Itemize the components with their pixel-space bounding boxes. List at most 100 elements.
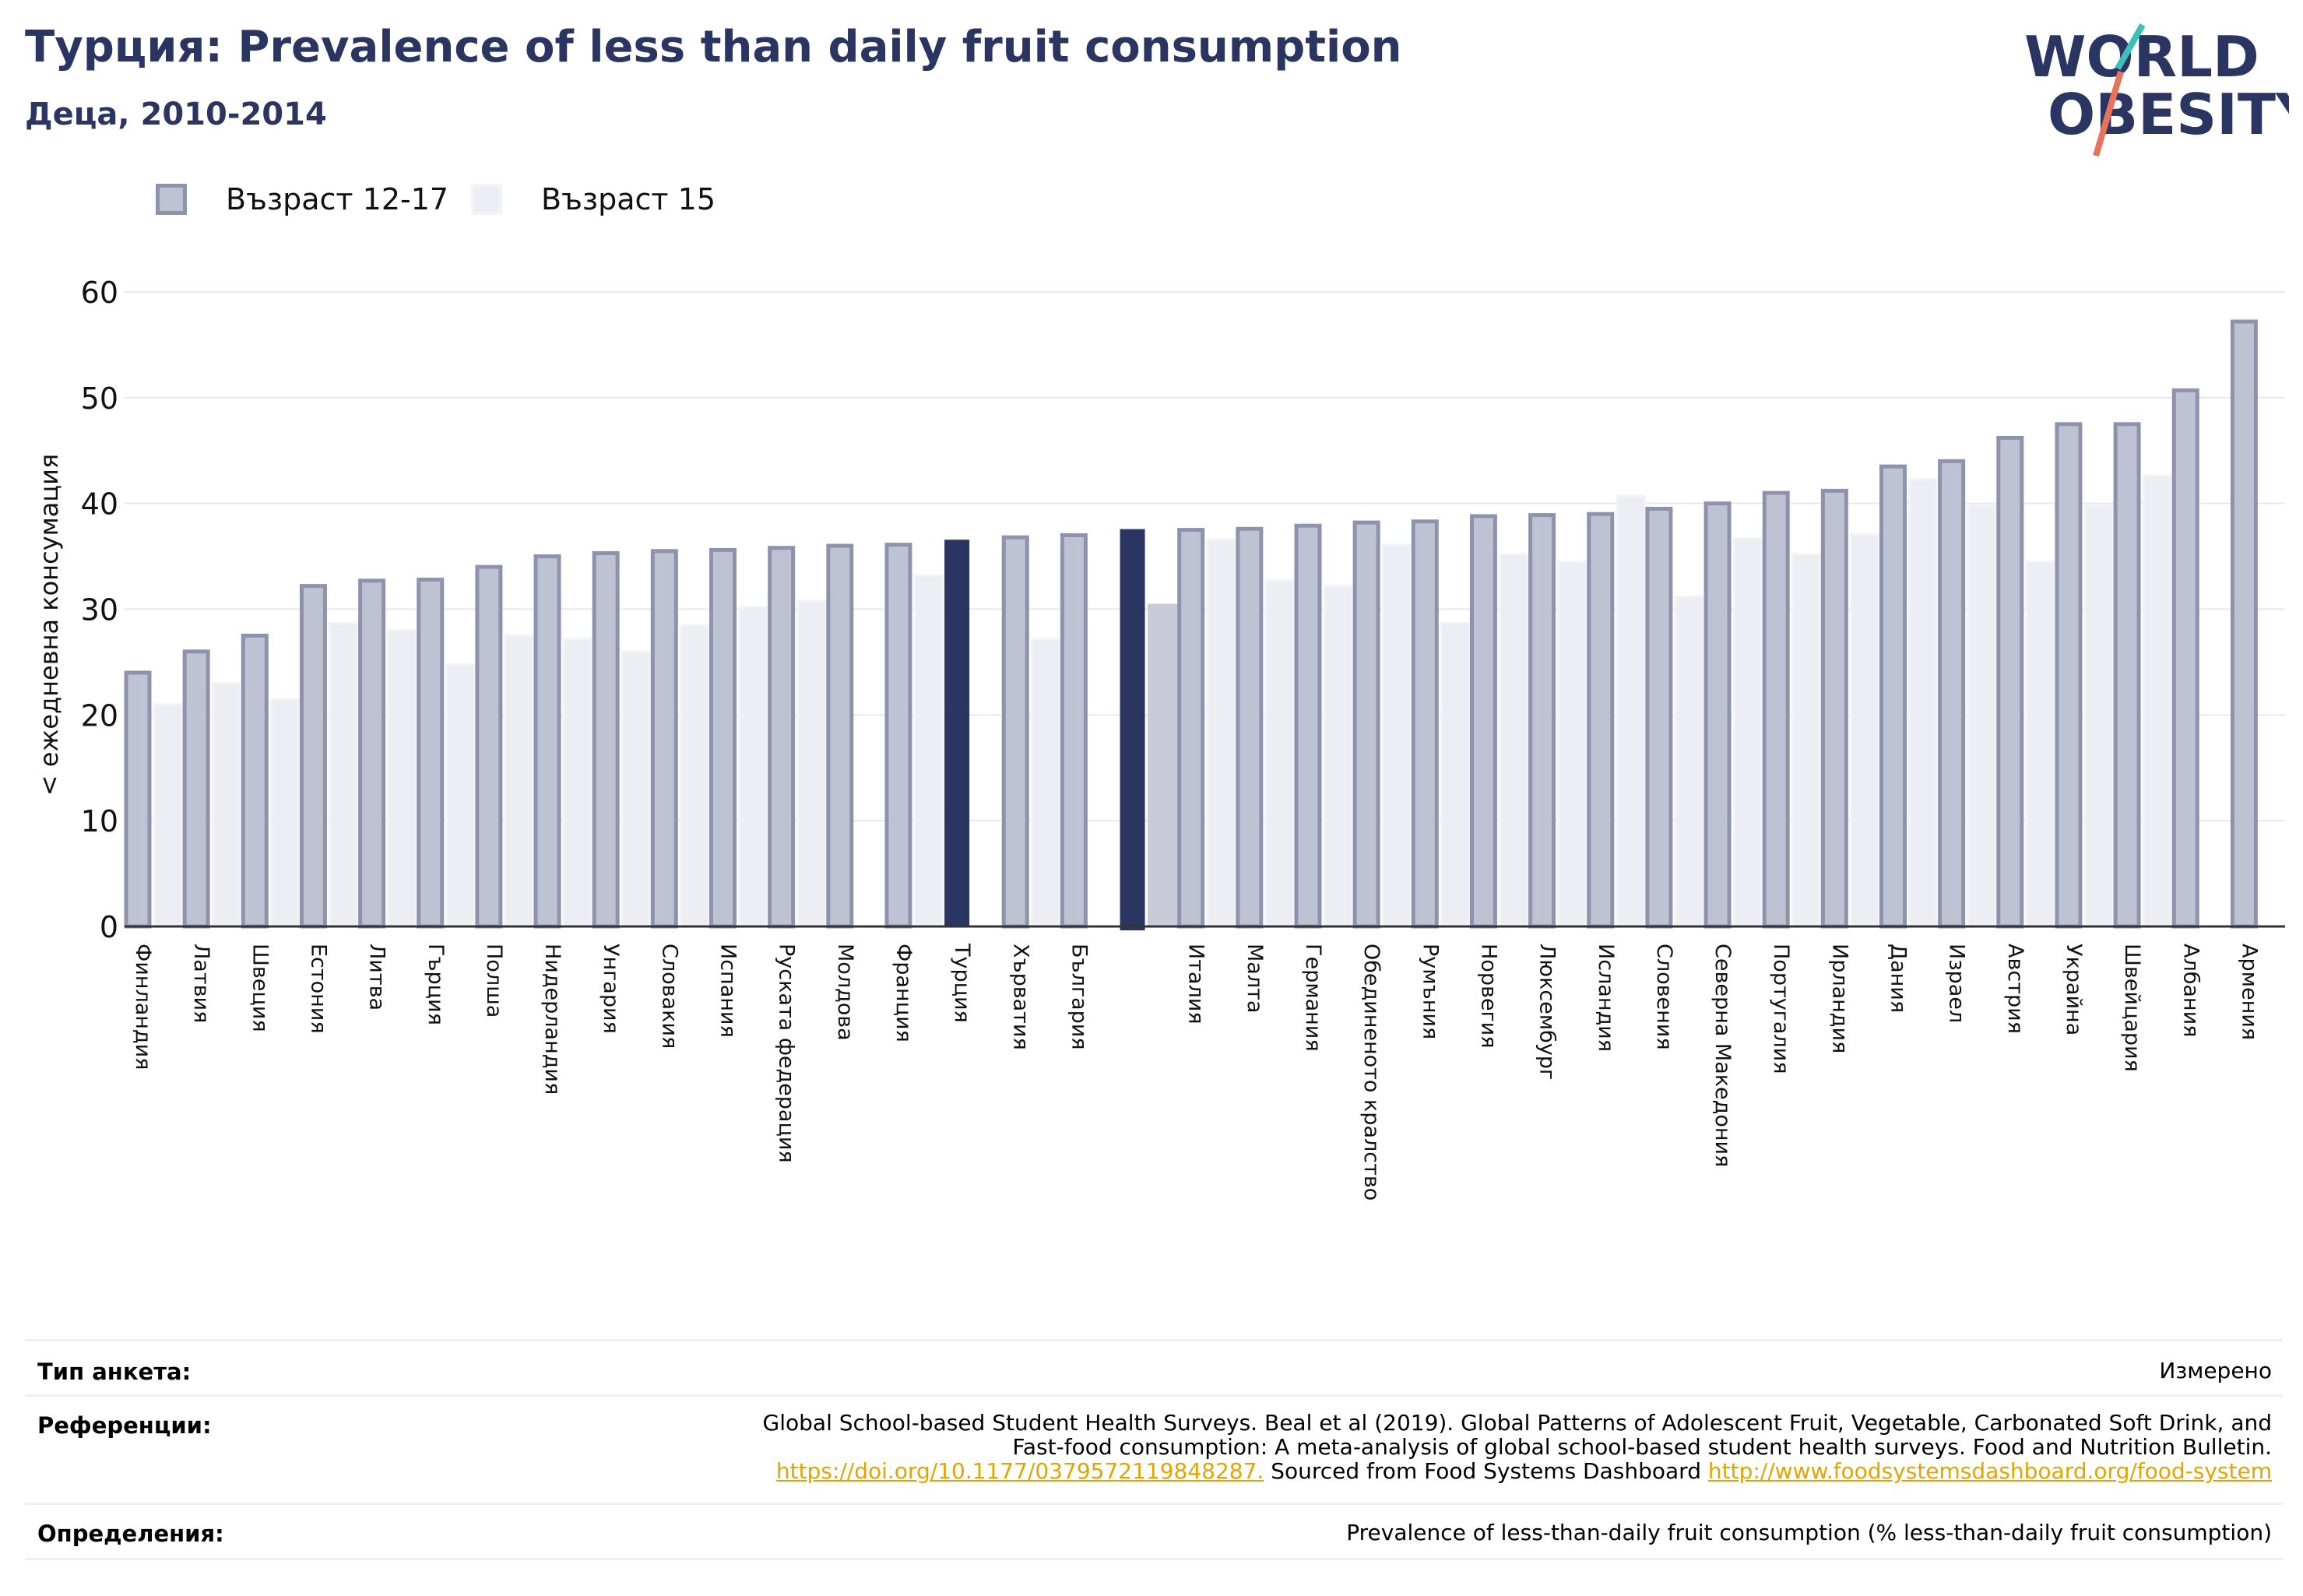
food-systems-link[interactable]: http://www.foodsystemsdashboard.org/food… xyxy=(1707,1458,2272,1484)
y-axis-label: < ежедневна консумация xyxy=(34,454,64,796)
bar-series-2 xyxy=(504,634,535,928)
references-line-3: https://doi.org/10.1177/0379572119848287… xyxy=(481,1459,2272,1483)
x-tick-label: Словакия xyxy=(657,944,681,1049)
x-tick-label: Северна Македония xyxy=(1711,944,1735,1167)
bar-series-1 xyxy=(826,543,854,929)
chart-subtitle: Деца, 2010-2014 xyxy=(25,97,327,132)
y-tick-label: 50 xyxy=(81,381,118,416)
bar-series-1 xyxy=(592,551,620,929)
x-tick-label: Хърватия xyxy=(1008,944,1032,1050)
bar-series-1 xyxy=(1645,506,1673,929)
metadata-table: Тип анкета: Измерено Референции: Global … xyxy=(25,1339,2283,1560)
x-tick-label: Полша xyxy=(482,944,506,1018)
bar-series-1 xyxy=(709,547,737,929)
bar-series-2 xyxy=(1148,603,1179,928)
x-tick-label: Финландия xyxy=(131,944,155,1070)
legend-swatch-series-1 xyxy=(156,184,187,215)
bar-series-1 xyxy=(1411,519,1439,929)
x-tick-label: Швеция xyxy=(248,944,272,1032)
bar-series-1 xyxy=(1996,435,2024,929)
bar-series-1 xyxy=(358,578,386,929)
references-line-2: Fast-food consumption: A meta-analysis o… xyxy=(1012,1434,2272,1460)
doi-link[interactable]: https://doi.org/10.1177/0379572119848287… xyxy=(775,1458,1264,1484)
bar-series-2 xyxy=(1381,543,1412,928)
x-tick-label: Турция xyxy=(950,943,974,1023)
x-tick-label: Руската федерация xyxy=(775,944,799,1163)
bar-series-1 xyxy=(2055,422,2083,929)
bar-series-2 xyxy=(562,638,593,928)
bar-series-1 xyxy=(1587,511,1615,929)
bar-series-1 xyxy=(1820,488,1848,929)
bar-series-1 xyxy=(1938,459,1966,929)
bar-series-2 xyxy=(1557,560,1588,928)
survey-type-label: Тип анкета: xyxy=(37,1359,192,1385)
bar-series-2 xyxy=(1616,494,1647,928)
bar-series-2 xyxy=(328,621,359,928)
x-tick-label: Исландия xyxy=(1594,944,1618,1052)
x-tick-label: Австрия xyxy=(2003,944,2027,1034)
x-tick-label: Швейцария xyxy=(2120,944,2144,1072)
bar-series-2 xyxy=(445,663,476,928)
x-tick-label: Испания xyxy=(716,944,740,1038)
bar-series-2 xyxy=(1849,533,1880,928)
bar-series-2 xyxy=(796,599,828,928)
bar-series-1 xyxy=(1469,514,1497,929)
bar-series-2 xyxy=(913,574,944,928)
bar-series-2 xyxy=(1264,579,1296,928)
bar-series-1 xyxy=(475,564,503,929)
bar-series-1 xyxy=(1762,490,1790,929)
x-tick-label: Албания xyxy=(2178,944,2203,1037)
bar-series-2 xyxy=(1908,477,1939,928)
bar-series-2 xyxy=(2025,560,2056,928)
bar-series-1 xyxy=(650,549,678,929)
bar-series-1 xyxy=(884,543,912,929)
x-tick-label: Люксембург xyxy=(1535,944,1559,1080)
x-tick-label: Украйна xyxy=(2062,944,2086,1035)
bar-series-1 xyxy=(533,554,561,929)
bar-series-1 xyxy=(124,670,152,929)
bar-series-1 xyxy=(1177,528,1205,929)
y-tick-label: 30 xyxy=(81,593,118,628)
x-tick-label: Норвегия xyxy=(1476,944,1500,1048)
y-tick-label: 40 xyxy=(81,487,118,522)
logo-text-obesity: OBESITY xyxy=(2048,82,2289,147)
survey-type-value: Измерено xyxy=(2159,1358,2272,1383)
bar-series-1 xyxy=(1879,464,1907,929)
bar-series-2 xyxy=(621,650,652,928)
references-label: Референции: xyxy=(37,1412,212,1439)
bar-series-1 xyxy=(2230,319,2258,929)
x-tick-label: Унгария xyxy=(599,944,623,1034)
bar-series-1 xyxy=(1236,526,1264,929)
x-tick-label: Румъния xyxy=(1418,944,1442,1039)
logo-text-world: WORLD xyxy=(2024,24,2259,90)
x-tick-label: Малта xyxy=(1243,944,1267,1013)
x-tick-label: Армения xyxy=(2237,944,2261,1040)
bar-series-2 xyxy=(1967,504,1998,928)
bar-series-1 xyxy=(944,540,970,927)
chart-title: Турция: Prevalence of less than daily fr… xyxy=(25,22,1402,72)
definitions-label: Определения: xyxy=(37,1520,224,1547)
bar-series-1 xyxy=(299,584,327,929)
bar-series-1 xyxy=(241,633,269,929)
bar-series-2 xyxy=(679,624,710,928)
x-tick-label: Молдова xyxy=(833,944,857,1041)
bar-series-2 xyxy=(1791,553,1822,928)
x-tick-label: Гърция xyxy=(424,944,448,1025)
x-tick-label: Словения xyxy=(1652,944,1676,1050)
world-obesity-logo: WORLD OBESITY xyxy=(2024,23,2289,157)
legend-label-series-1: Възраст 12-17 xyxy=(226,182,449,216)
references-row: Референции: Global School-based Student … xyxy=(25,1394,2283,1503)
x-tick-label: Германия xyxy=(1301,944,1325,1052)
bar-series-2 xyxy=(1440,621,1471,928)
bar-series-1 xyxy=(1120,529,1145,930)
logo-slash-coral xyxy=(2093,70,2124,157)
y-tick-label: 0 xyxy=(100,910,118,944)
logo-slash-teal xyxy=(2115,23,2146,70)
bar-series-1 xyxy=(182,649,210,929)
x-tick-label: Франция xyxy=(891,944,916,1042)
bar-series-2 xyxy=(1674,595,1705,928)
references-line-1: Global School-based Student Health Surve… xyxy=(762,1410,2272,1436)
bar-series-1 xyxy=(768,546,796,929)
x-tick-label: Ирландия xyxy=(1827,944,1851,1053)
x-tick-label: Израел xyxy=(1945,944,1969,1023)
